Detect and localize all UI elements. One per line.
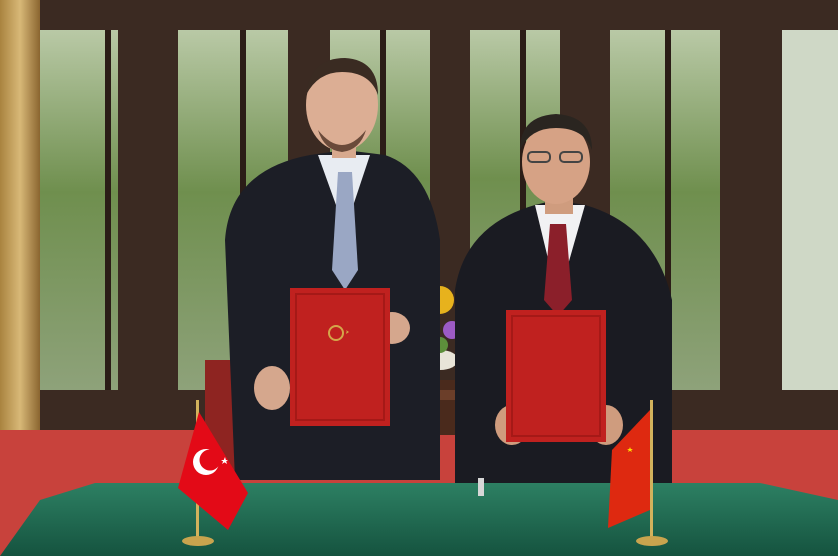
curtain — [0, 0, 40, 430]
pen — [478, 478, 484, 496]
flag-turkey — [178, 400, 248, 546]
signing-table — [0, 483, 838, 556]
folder-right — [506, 310, 606, 442]
flag-china — [608, 400, 668, 546]
folder-left — [290, 288, 390, 426]
